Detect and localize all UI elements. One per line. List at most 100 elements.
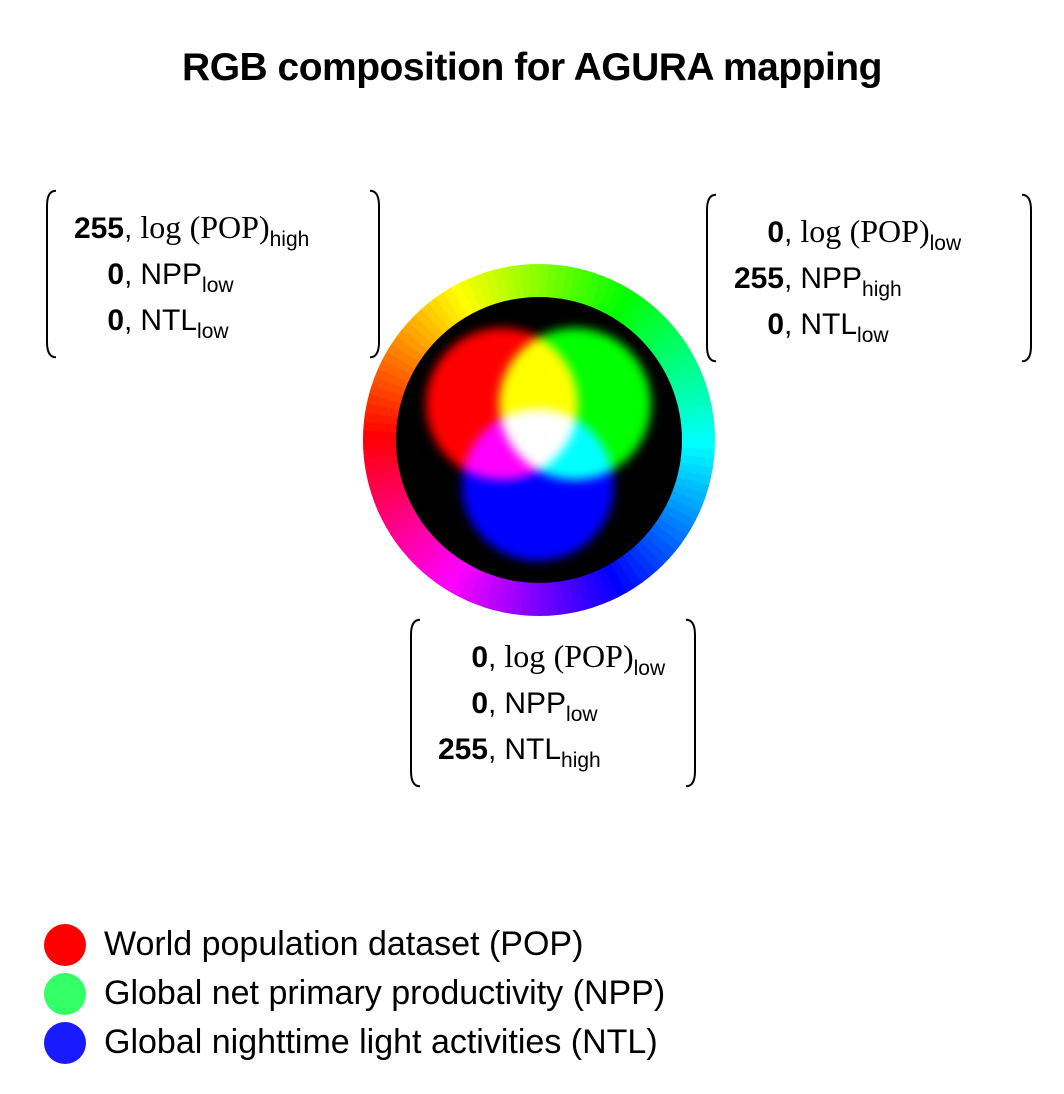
hue-ring-segment xyxy=(449,560,476,597)
hue-ring-segment xyxy=(589,275,612,313)
hue-ring-segment xyxy=(427,548,457,583)
hue-ring-segment xyxy=(674,394,712,412)
hue-ring-segment xyxy=(459,278,484,316)
hue-ring-segment xyxy=(614,553,643,589)
hue-ring-segment xyxy=(467,275,490,313)
hue-ring-segment xyxy=(621,297,651,332)
right-bracket xyxy=(1020,193,1034,363)
hue-ring-segment xyxy=(632,309,665,342)
matrix-row-npp: 0, NPPlow xyxy=(58,252,368,298)
ntl-variable: NTL xyxy=(504,733,562,766)
right-bracket xyxy=(684,618,698,788)
ntl-subscript: high xyxy=(561,749,601,772)
hue-ring-segment xyxy=(666,490,704,513)
ntl-variable: NTL xyxy=(800,308,858,341)
hue-ring-segment xyxy=(364,460,403,477)
hue-ring-segment xyxy=(421,302,452,336)
log-function: log xyxy=(140,209,182,245)
hue-ring-segment xyxy=(575,269,595,308)
matrix-row-npp: 255, NPPhigh xyxy=(718,256,1020,302)
hue-ring-segment xyxy=(484,269,504,307)
hue-ring-segment xyxy=(672,385,710,405)
hue-ring-segment xyxy=(651,516,687,545)
npp-variable: NPP xyxy=(504,687,567,720)
hue-ring-segment xyxy=(647,329,683,359)
npp-subscript: low xyxy=(566,703,598,726)
hue-ring-segment xyxy=(502,265,519,304)
blue-channel-matrix: 0, log (POP)low 0, NPPlow 255, NTLhigh xyxy=(408,618,698,788)
ntl-variable: NTL xyxy=(140,304,198,337)
hue-ring-segment xyxy=(529,264,541,301)
hue-ring-segment xyxy=(408,314,441,347)
hue-ring-segment xyxy=(537,579,549,616)
hue-ring-segment xyxy=(386,342,423,370)
hue-ring-segment xyxy=(601,561,627,598)
hue-ring-segment xyxy=(378,358,415,384)
legend: World population dataset (POP) Global ne… xyxy=(44,920,665,1067)
hue-ring-segment xyxy=(627,303,658,337)
hue-ring-segment xyxy=(615,292,644,328)
hue-ring-segment xyxy=(675,403,714,420)
hue-ring-segment xyxy=(582,272,604,310)
pop-value: 0 xyxy=(767,216,784,249)
hue-ring-segment xyxy=(428,296,458,332)
matrix-row-pop: 0, log (POP)low xyxy=(422,633,684,681)
hue-ring-segment xyxy=(492,574,510,613)
ntl-value: 0 xyxy=(107,304,124,337)
hue-ring-segment xyxy=(443,286,470,323)
legend-item-pop: World population dataset (POP) xyxy=(44,920,665,969)
hue-ring-segment xyxy=(501,576,518,614)
npp-variable: NPP xyxy=(800,262,863,295)
red-channel-matrix: 255, log (POP)high 0, NPPlow 0, NTLlow xyxy=(44,189,382,359)
pop-value: 0 xyxy=(471,641,488,674)
hue-ring-segment xyxy=(643,322,677,353)
legend-label: Global nighttime light activities (NTL) xyxy=(104,1023,658,1061)
hue-ring-segment xyxy=(660,352,697,378)
hue-ring-segment xyxy=(659,503,696,530)
hue-ring-segment xyxy=(371,375,409,397)
pop-variable: (POP) xyxy=(189,209,270,245)
legend-label: World population dataset (POP) xyxy=(104,925,584,963)
hue-ring-segment xyxy=(395,521,431,551)
hue-ring-segment xyxy=(366,468,404,486)
matrix-row-ntl: 255, NTLhigh xyxy=(422,727,684,773)
red-dot-icon xyxy=(44,923,86,966)
hue-ring-segment xyxy=(381,502,418,528)
hue-ring-segment xyxy=(374,489,412,512)
pop-variable: (POP) xyxy=(553,638,634,674)
hue-ring-segment xyxy=(390,515,426,544)
npp-subscript: low xyxy=(202,274,234,297)
green-dot-icon xyxy=(44,972,86,1015)
hue-ring-segment xyxy=(671,476,710,496)
hue-ring-segment xyxy=(677,454,715,469)
log-function: log xyxy=(504,638,546,674)
hue-ring-segment xyxy=(559,576,576,615)
hue-ring-segment xyxy=(366,393,405,411)
hue-ring-segment xyxy=(407,532,441,565)
hue-ring-segment xyxy=(608,557,635,594)
blue-circle xyxy=(462,409,614,561)
matrix-row-ntl: 0, NTLlow xyxy=(718,302,1020,348)
hue-ring-segment xyxy=(631,538,664,572)
pop-subscript: low xyxy=(633,657,666,680)
ntl-value: 0 xyxy=(767,308,784,341)
hue-ring-segment xyxy=(382,350,419,377)
hue-ring-segment xyxy=(669,376,707,398)
hue-ring-segment xyxy=(568,267,586,306)
hue-ring xyxy=(363,264,715,616)
hue-ring-segment xyxy=(374,367,412,390)
hue-ring-segment xyxy=(377,495,415,520)
hue-ring-segment xyxy=(663,360,701,385)
npp-variable: NPP xyxy=(140,258,203,291)
hue-ring-segment xyxy=(673,469,712,487)
hue-ring-segment xyxy=(420,543,451,577)
hue-ring-segment xyxy=(609,287,637,324)
hue-ring-segment xyxy=(371,482,409,504)
npp-value: 0 xyxy=(107,258,124,291)
hue-ring-segment xyxy=(368,384,407,404)
hue-ring-segment xyxy=(396,328,431,358)
matrix-row-ntl: 0, NTLlow xyxy=(58,298,368,344)
hue-ring-segment xyxy=(588,567,611,605)
hue-ring-segment xyxy=(647,522,682,552)
hue-ring-segment xyxy=(637,533,670,566)
